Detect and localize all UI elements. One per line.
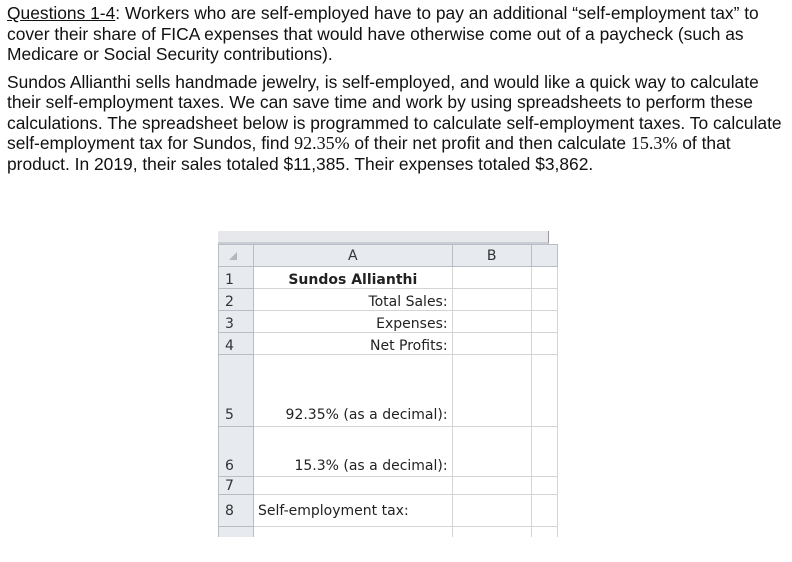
table-row: 4 Net Profits:: [218, 332, 558, 355]
cell-b9: [451, 526, 532, 537]
intro-paragraph: Questions 1-4: Workers who are self-empl…: [7, 3, 787, 65]
cell-b7: [451, 476, 532, 495]
column-header-row: A B: [218, 244, 558, 267]
cell-c1: [530, 266, 558, 289]
cell-a8: Self-employment tax:: [253, 494, 453, 527]
percent-1: 92.35%: [294, 133, 350, 153]
cell-b5: [451, 354, 532, 427]
formula-bar: [218, 231, 549, 244]
spreadsheet-image: A B 1 Sundos Allianthi 2 Total Sales: 3 Exp…: [218, 231, 558, 537]
problem-text-2: of their net profit and then calculate: [349, 133, 631, 153]
row-number: 4: [218, 332, 255, 355]
cell-b2: [451, 288, 532, 311]
cell-c8: [530, 494, 558, 527]
cell-b3: [451, 310, 532, 333]
problem-text-1: Sundos Allianthi sells handmade jewelry,…: [7, 71, 782, 154]
row-number: 2: [218, 288, 255, 311]
table-row: 6 15.3% (as a decimal):: [218, 426, 558, 477]
table-row: 1 Sundos Allianthi: [218, 266, 558, 289]
cell-c6: [530, 426, 558, 477]
table-row: 2 Total Sales:: [218, 288, 558, 311]
cell-a4: Net Profits:: [253, 332, 453, 355]
cell-c9: [530, 526, 558, 537]
table-row: 3 Expenses:: [218, 310, 558, 333]
cell-c2: [530, 288, 558, 311]
questions-heading: Questions 1-4: [7, 3, 116, 23]
cell-c4: [530, 332, 558, 355]
column-header-a: A: [253, 244, 453, 267]
problem-text-3: of that product. In 2019, their sales to…: [7, 133, 731, 174]
row-number: 5: [218, 354, 255, 427]
intro-text: : Workers who are self-employed have to …: [7, 3, 759, 64]
spreadsheet-grid: A B 1 Sundos Allianthi 2 Total Sales: 3 Exp…: [218, 244, 558, 537]
row-number: 3: [218, 310, 255, 333]
problem-paragraph: Sundos Allianthi sells handmade jewelry,…: [7, 72, 787, 175]
table-row: 5 92.35% (as a decimal):: [218, 354, 558, 427]
cell-a3: Expenses:: [253, 310, 453, 333]
cell-c7: [530, 476, 558, 495]
cell-b8: [451, 494, 532, 527]
cell-a6: 15.3% (as a decimal):: [253, 426, 453, 477]
row-number: [218, 526, 255, 537]
select-all-corner: [218, 244, 255, 267]
cell-a2: Total Sales:: [253, 288, 453, 311]
row-number: 6: [218, 426, 255, 477]
column-header-b: B: [451, 244, 532, 267]
cell-a5: 92.35% (as a decimal):: [253, 354, 453, 427]
document: Questions 1-4: Workers who are self-empl…: [7, 3, 787, 181]
cell-a7: [253, 476, 453, 495]
cell-b1: [451, 266, 532, 289]
row-number: 7: [218, 476, 255, 495]
cell-b6: [451, 426, 532, 477]
table-row: [218, 526, 558, 537]
table-row: 7: [218, 476, 558, 495]
cell-a1: Sundos Allianthi: [253, 266, 453, 289]
table-row: 8 Self-employment tax:: [218, 494, 558, 527]
cell-c3: [530, 310, 558, 333]
row-number: 1: [218, 266, 255, 289]
column-header-c: [530, 244, 558, 267]
row-number: 8: [218, 494, 255, 527]
cell-c5: [530, 354, 558, 427]
cell-a9: [253, 526, 453, 537]
percent-2: 15.3%: [630, 133, 678, 153]
cell-b4: [451, 332, 532, 355]
